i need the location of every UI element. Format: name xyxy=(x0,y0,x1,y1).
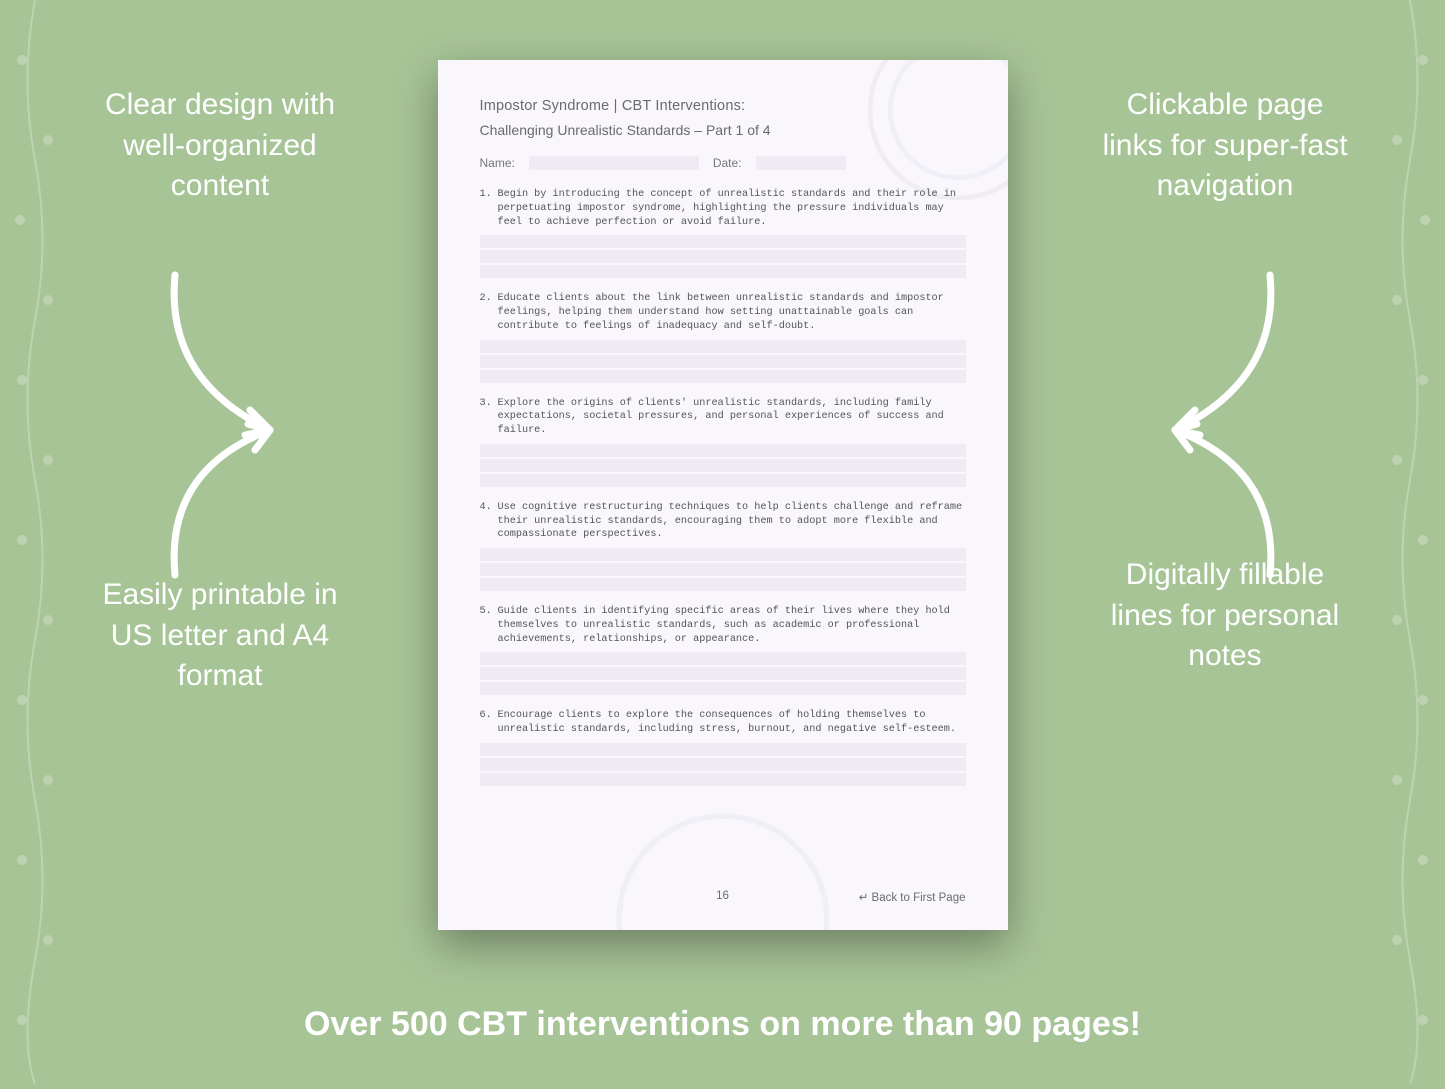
list-item: Educate clients about the link between u… xyxy=(480,292,966,382)
bottom-banner: Over 500 CBT interventions on more than … xyxy=(0,1005,1445,1044)
list-item: Begin by introducing the concept of unre… xyxy=(480,188,966,278)
item-text: Begin by introducing the concept of unre… xyxy=(498,189,957,228)
decorative-vine-right xyxy=(1375,0,1445,1084)
callout-top-right: Clickable page links for super-fast navi… xyxy=(1095,85,1355,207)
item-text: Use cognitive restructuring techniques t… xyxy=(498,502,963,541)
question-list: Begin by introducing the concept of unre… xyxy=(480,188,966,786)
item-text: Encourage clients to explore the consequ… xyxy=(498,710,957,735)
arrow-bottom-left xyxy=(160,420,300,590)
date-label: Date: xyxy=(713,156,742,170)
decorative-vine-left xyxy=(0,0,70,1084)
sheet-footer: 16 ↵ Back to First Page xyxy=(480,890,966,904)
item-text: Guide clients in identifying specific ar… xyxy=(498,606,950,645)
list-item: Explore the origins of clients' unrealis… xyxy=(480,397,966,487)
arrow-bottom-right xyxy=(1145,420,1285,590)
name-label: Name: xyxy=(480,156,515,170)
back-to-first-link[interactable]: ↵ Back to First Page xyxy=(859,890,966,904)
list-item: Encourage clients to explore the consequ… xyxy=(480,709,966,786)
callout-bottom-left: Easily printable in US letter and A4 for… xyxy=(90,575,350,697)
page-number: 16 xyxy=(716,890,729,902)
list-item: Use cognitive restructuring techniques t… xyxy=(480,501,966,591)
callout-top-left: Clear design with well-organized content xyxy=(90,85,350,207)
sheet-heading: Impostor Syndrome | CBT Interventions: xyxy=(480,98,966,114)
fill-lines[interactable] xyxy=(480,652,966,695)
item-text: Explore the origins of clients' unrealis… xyxy=(498,398,944,437)
fill-lines[interactable] xyxy=(480,340,966,383)
worksheet-page: Impostor Syndrome | CBT Interventions: C… xyxy=(438,60,1008,930)
sheet-subheading: Challenging Unrealistic Standards – Part… xyxy=(480,122,966,138)
list-item: Guide clients in identifying specific ar… xyxy=(480,605,966,695)
meta-row: Name: Date: xyxy=(480,156,966,170)
fill-lines[interactable] xyxy=(480,235,966,278)
item-text: Educate clients about the link between u… xyxy=(498,293,944,332)
name-field[interactable] xyxy=(529,156,699,170)
fill-lines[interactable] xyxy=(480,444,966,487)
date-field[interactable] xyxy=(756,156,846,170)
fill-lines[interactable] xyxy=(480,548,966,591)
fill-lines[interactable] xyxy=(480,743,966,786)
